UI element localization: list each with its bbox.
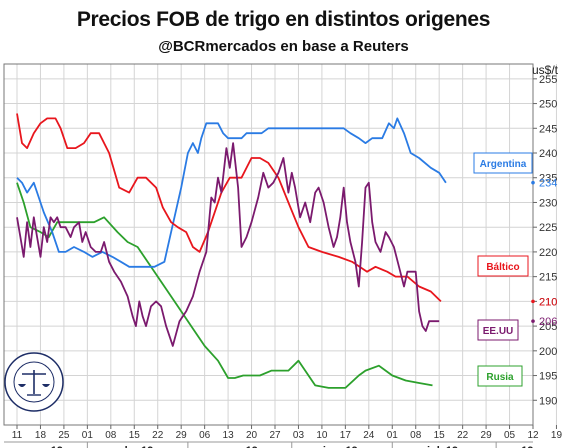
x-axis: 11 18 25 01 08 15 22 29 06 13 20 27 03 10 17 24 01 08 15 22… — [4, 425, 563, 448]
month-label: may. 19 — [218, 445, 258, 448]
last-value-label: 206 — [539, 316, 557, 328]
month-label: jul. 19 — [426, 445, 458, 448]
legend-label-rusia: Rusia — [486, 372, 514, 383]
x-tick-label: 29 — [481, 430, 493, 441]
legend-box — [477, 319, 519, 341]
x-tick-label: 08 — [410, 430, 422, 441]
last-value-markers: 234 210 206 — [531, 178, 557, 328]
x-tick-label: 17 — [340, 430, 352, 441]
legend-label-bltico: Báltico — [486, 262, 519, 273]
x-tick-label: 15 — [129, 430, 141, 441]
y-axis: 190 195 200 205 210 215 220 225 230 235 240 245 250 2… — [533, 74, 557, 407]
series-line-eeuu — [16, 142, 440, 347]
y-tick-label: 225 — [539, 222, 557, 234]
series-lines — [16, 113, 447, 389]
y-tick-label: 250 — [539, 99, 557, 111]
month-label: mar. 19 — [25, 445, 63, 448]
month-label: jun. 19 — [322, 445, 358, 448]
y-tick-label: 235 — [539, 173, 557, 185]
series-line-rusia — [16, 182, 433, 389]
x-tick-label: 08 — [105, 430, 117, 441]
x-tick-label: 12 — [527, 430, 539, 441]
x-tick-label: 06 — [199, 430, 211, 441]
x-tick-label: 05 — [504, 430, 516, 441]
y-tick-label: 205 — [539, 321, 557, 333]
y-tick-label: 255 — [539, 74, 557, 86]
last-value-label: 210 — [539, 296, 557, 308]
legend-label-argentina: Argentina — [480, 159, 527, 170]
chart-title: Precios FOB de trigo en distintos origen… — [76, 8, 491, 31]
x-tick-label: 13 — [223, 430, 235, 441]
chart-subtitle: @BCRmercados en base a Reuters — [158, 38, 409, 55]
legend-box — [477, 255, 529, 277]
y-tick-label: 210 — [539, 296, 557, 308]
y-tick-label: 190 — [539, 395, 557, 407]
x-tick-label: 03 — [293, 430, 305, 441]
legend-label-eeuu: EE.UU — [483, 326, 514, 337]
series-line-argentina — [16, 117, 447, 268]
legend: Argentina Báltico EE.UU Rusia — [473, 152, 533, 387]
month-label: abr. 19 — [119, 445, 154, 448]
y-tick-label: 245 — [539, 123, 557, 135]
month-label: ago. 19 — [496, 445, 534, 448]
x-tick-label: 25 — [58, 430, 70, 441]
y-tick-label: 215 — [539, 272, 557, 284]
last-value-dot — [531, 319, 535, 323]
x-tick-label: 01 — [387, 430, 399, 441]
x-tick-label: 24 — [363, 430, 375, 441]
y-axis-unit: us$/t — [532, 63, 559, 77]
x-tick-label: 22 — [152, 430, 164, 441]
legend-box — [473, 152, 533, 174]
last-value-label: 234 — [539, 178, 557, 190]
x-tick-label: 10 — [316, 430, 328, 441]
seal-scale-pan-right — [42, 384, 50, 387]
x-tick-label: 11 — [12, 430, 23, 441]
x-tick-label: 19 — [551, 430, 563, 441]
y-tick-label: 230 — [539, 197, 557, 209]
plot-frame — [3, 63, 534, 426]
y-tick-label: 200 — [539, 346, 557, 358]
y-tick-label: 220 — [539, 247, 557, 259]
seal-inner-ring — [13, 361, 55, 403]
x-tick-label: 01 — [82, 430, 94, 441]
last-value-dot — [531, 180, 535, 185]
seal-scale-pan-left — [18, 384, 26, 387]
legend-box — [477, 365, 523, 387]
series-line-bltico — [16, 113, 442, 303]
x-tick-label: 22 — [457, 430, 469, 441]
x-tick-label: 20 — [246, 430, 258, 441]
y-tick-label: 195 — [539, 371, 557, 383]
x-tick-label: 27 — [269, 430, 281, 441]
x-tick-label: 18 — [35, 430, 47, 441]
x-tick-label: 15 — [434, 430, 446, 441]
x-tick-label: 29 — [176, 430, 188, 441]
y-tick-label: 240 — [539, 148, 557, 160]
bcr-seal-logo — [4, 352, 64, 412]
last-value-dot — [531, 299, 535, 304]
